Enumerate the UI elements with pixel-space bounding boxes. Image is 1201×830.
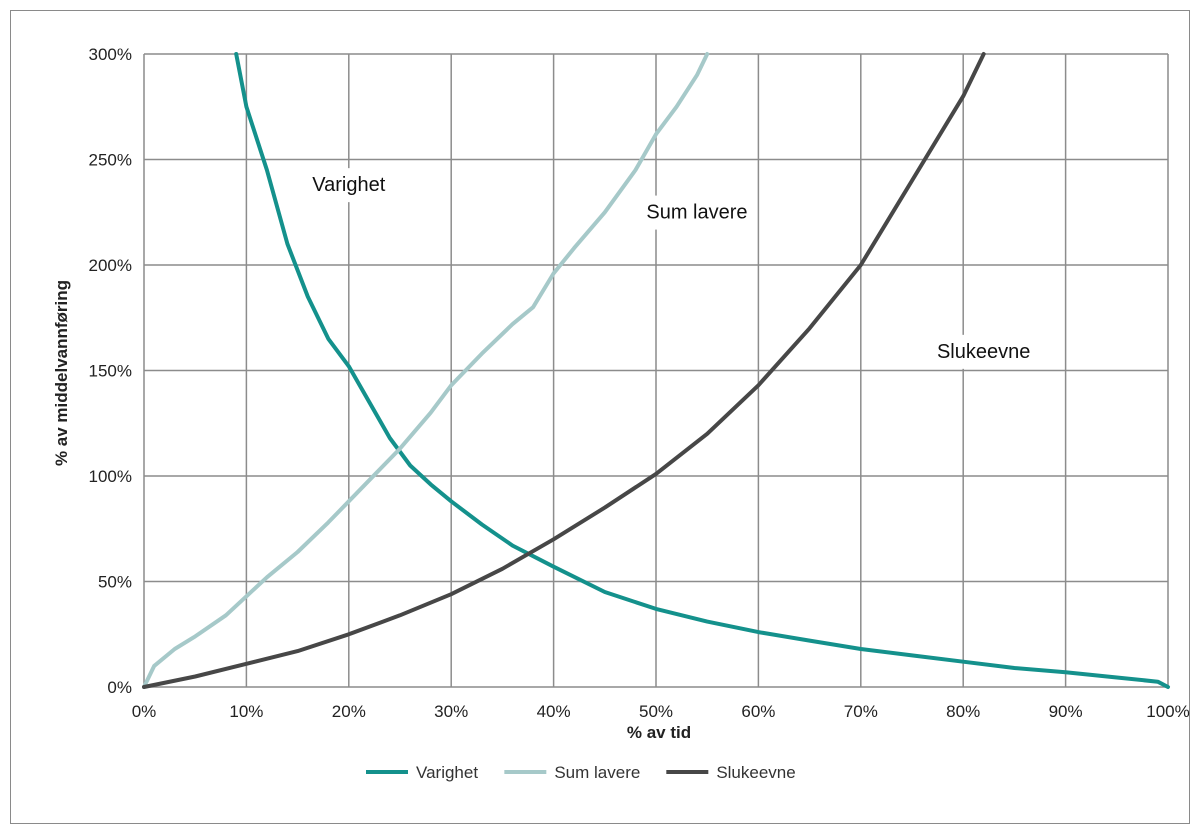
x-tick-label: 0%: [132, 702, 157, 721]
x-tick-label: 60%: [741, 702, 775, 721]
legend-item: Slukeevne: [666, 763, 796, 782]
annotation-label: Slukeevne: [937, 341, 1030, 363]
y-tick-label: 150%: [89, 362, 132, 381]
annotation-background: [638, 195, 756, 230]
annotation-background: [928, 334, 1039, 369]
chart-svg: Varighet Sum lavere Slukeevne 0% 10% 20% 30% 4…: [52, 45, 1190, 782]
legend-label: Slukeevne: [716, 763, 795, 782]
annotations: Varighet Sum lavere Slukeevne: [304, 168, 1039, 369]
annotation: Sum lavere: [638, 195, 756, 230]
legend-item: Sum lavere: [504, 763, 640, 782]
grid-lines: [143, 53, 1169, 688]
x-tick-label: 70%: [844, 702, 878, 721]
y-tick-label: 100%: [89, 467, 132, 486]
series-line-sum-lavere: [142, 52, 710, 689]
series-line-varighet: [234, 52, 1170, 689]
chart-frame: Varighet Sum lavere Slukeevne 0% 10% 20% 30% 4…: [10, 10, 1190, 824]
x-tick-label: 10%: [229, 702, 263, 721]
legend-label: Varighet: [416, 763, 478, 782]
x-tick-label: 50%: [639, 702, 673, 721]
annotation-label: Varighet: [312, 174, 385, 196]
legend-item: Varighet: [366, 763, 478, 782]
annotation: Varighet: [304, 168, 394, 203]
y-tick-label: 0%: [107, 678, 132, 697]
legend: Varighet Sum lavere Slukeevne: [366, 763, 796, 782]
annotation: Slukeevne: [928, 334, 1039, 369]
x-tick-label: 30%: [434, 702, 468, 721]
x-tick-label: 100%: [1146, 702, 1189, 721]
x-tick-label: 90%: [1049, 702, 1083, 721]
x-tick-labels: 0% 10% 20% 30% 40% 50% 60% 70% 80% 90% 100%: [132, 702, 1190, 721]
annotation-background: [304, 168, 394, 203]
annotation-label: Sum lavere: [646, 202, 747, 224]
series-line-slukeevne: [142, 52, 986, 689]
x-tick-label: 20%: [332, 702, 366, 721]
y-axis-title: % av middelvannføring: [52, 280, 71, 466]
y-tick-label: 250%: [89, 151, 132, 170]
y-tick-label: 200%: [89, 256, 132, 275]
x-tick-label: 40%: [537, 702, 571, 721]
legend-label: Sum lavere: [554, 763, 640, 782]
y-tick-label: 300%: [89, 45, 132, 64]
x-tick-label: 80%: [946, 702, 980, 721]
series-lines: [142, 52, 1170, 689]
x-axis-title: % av tid: [627, 723, 691, 742]
y-tick-label: 50%: [98, 573, 132, 592]
y-tick-labels: 0% 50% 100% 150% 200% 250% 300%: [89, 45, 132, 697]
